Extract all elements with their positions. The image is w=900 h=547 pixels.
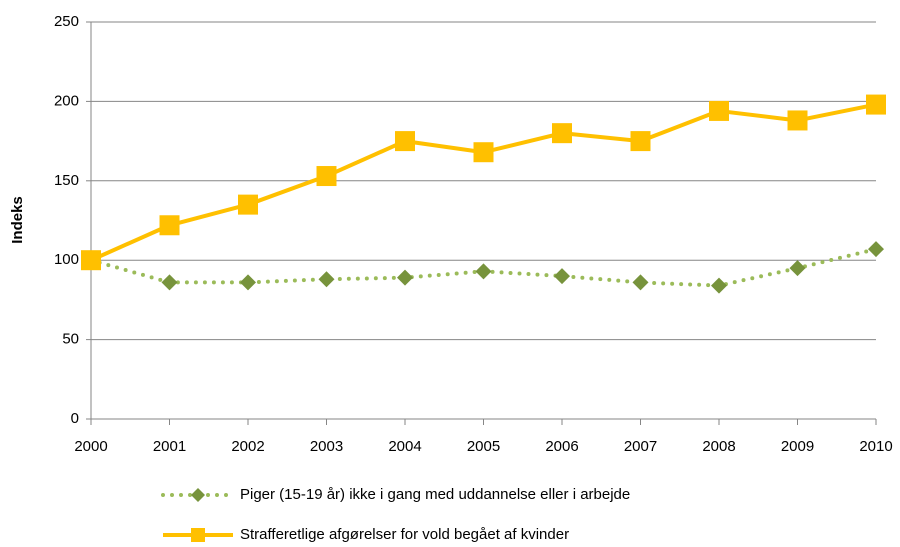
legend-label: Strafferetlige afgørelser for vold begåe…: [240, 526, 569, 543]
x-tick-label: 2009: [781, 438, 814, 455]
series-line: [90, 102, 877, 263]
x-tick-label: 2006: [545, 438, 578, 455]
y-tick-label: 50: [62, 331, 79, 348]
data-point: [397, 269, 413, 286]
x-tick-label: 2004: [388, 438, 421, 455]
legend-marker: [191, 488, 205, 502]
data-point: [81, 250, 101, 271]
data-point: [161, 274, 178, 291]
x-tick-label: 2000: [74, 438, 107, 455]
data-point: [316, 166, 337, 187]
data-point: [240, 274, 256, 291]
data-point: [473, 142, 494, 163]
legend-marker: [191, 528, 205, 542]
data-point: [789, 260, 806, 277]
data-point: [475, 263, 492, 280]
x-tick-label: 2010: [859, 438, 892, 455]
x-tick-label: 2003: [310, 438, 343, 455]
y-tick-label: 0: [71, 410, 79, 427]
data-point: [787, 110, 808, 131]
x-tick-label: 2008: [702, 438, 735, 455]
data-point: [318, 271, 335, 288]
x-tick-label: 2005: [467, 438, 500, 455]
data-point: [554, 268, 570, 285]
y-tick-label: 250: [54, 13, 79, 30]
data-point: [709, 100, 729, 121]
data-point: [159, 215, 180, 236]
data-point: [238, 194, 258, 215]
data-point: [630, 131, 651, 152]
legend-label: Piger (15-19 år) ikke i gang med uddanne…: [240, 486, 630, 503]
data-point: [632, 274, 649, 291]
data-point: [552, 123, 572, 144]
data-point: [866, 94, 886, 115]
x-tick-label: 2001: [153, 438, 186, 455]
data-point: [711, 277, 727, 294]
y-tick-label: 150: [54, 172, 79, 189]
y-axis-label: Indeks: [9, 196, 26, 244]
data-point: [868, 241, 884, 258]
y-tick-label: 100: [54, 251, 79, 268]
data-point: [395, 131, 415, 152]
y-tick-label: 200: [54, 92, 79, 109]
x-tick-label: 2007: [624, 438, 657, 455]
x-tick-label: 2002: [231, 438, 264, 455]
